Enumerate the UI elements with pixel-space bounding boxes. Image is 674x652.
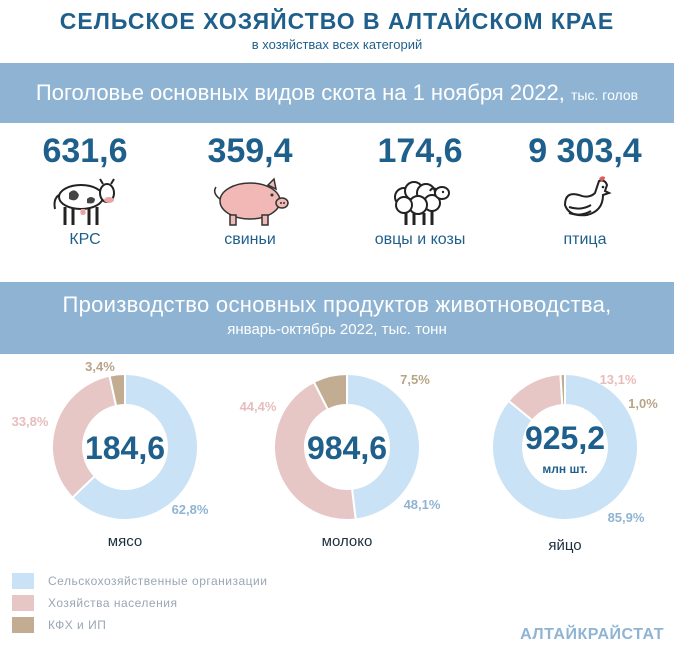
slice-value-label: 3,4% [85, 359, 115, 374]
slice-value-label: 33,8% [12, 414, 49, 429]
donut-category-label: молоко [322, 533, 373, 550]
slice-value-label: 62,8% [172, 502, 209, 517]
stat-value: 359,4 [207, 132, 293, 170]
donut-category-label: яйцо [548, 537, 581, 554]
donut-total: 184,6 [85, 430, 165, 466]
stat-label: свиньи [224, 231, 276, 248]
stat-pigs: 359,4 свиньи [190, 132, 310, 249]
stat-label: птица [563, 231, 607, 248]
stat-value: 9 303,4 [528, 132, 642, 170]
page-title: СЕЛЬСКОЕ ХОЗЯЙСТВО В АЛТАЙСКОМ КРАЕ [59, 8, 615, 34]
slice-value-label: 7,5% [400, 372, 430, 387]
slice-value-label: 13,1% [600, 372, 637, 387]
donut-category-label: мясо [108, 533, 142, 550]
donut-total: 984,6 [307, 430, 387, 466]
page-subtitle: в хозяйствах всех категорий [251, 37, 423, 52]
stat-poultry: 9 303,4 птица [510, 132, 660, 249]
donut-slice [312, 372, 348, 411]
legend-item-households: Хозяйства населения [12, 592, 267, 614]
legend-item-agri: Сельскохозяйственные организации [12, 570, 267, 592]
donut-total: 925,2 [525, 420, 605, 456]
legend: Сельскохозяйственные организации Хозяйст… [12, 570, 267, 636]
slice-value-label: 48,1% [404, 497, 441, 512]
sheep-icon [394, 181, 450, 225]
livestock-heading: Поголовье основных видов скота на 1 нояб… [35, 80, 565, 105]
legend-item-farms: КФХ и ИП [12, 614, 267, 636]
slice-value-label: 44,4% [240, 399, 277, 414]
donut-slice [51, 374, 118, 500]
donut-slice [491, 372, 639, 521]
production-subheading: январь-октябрь 2022, тыс. тонн [227, 321, 447, 338]
legend-label: Сельскохозяйственные организации [48, 574, 268, 588]
brand-logo-text: АЛТАЙКРАЙСТАТ [520, 626, 664, 643]
donut-charts: 62,8% 33,8% 3,4% 184,6 мясо 48,1% 44,4% 7,5% 984… [12, 359, 659, 554]
stat-value: 631,6 [42, 132, 128, 170]
slice-value-label: 85,9% [608, 510, 645, 525]
pig-icon [213, 177, 289, 226]
donut-slice [108, 372, 126, 408]
stat-cattle: 631,6 КРС [20, 132, 150, 249]
donut-slice [346, 372, 421, 521]
stat-label: КРС [69, 231, 101, 248]
slice-value-label: 1,0% [628, 396, 658, 411]
hen-icon [563, 176, 612, 217]
production-heading-band: Производство основных продуктов животнов… [0, 282, 674, 354]
stat-sheep: 174,6 овцы и козы [355, 132, 485, 249]
donut-slice [71, 372, 199, 521]
legend-swatch [12, 573, 34, 589]
stat-value: 174,6 [377, 132, 463, 170]
legend-swatch [12, 617, 34, 633]
donut-slice [559, 372, 566, 407]
livestock-heading-band: Поголовье основных видов скота на 1 нояб… [0, 63, 674, 123]
donut-unit: млн шт. [542, 462, 587, 476]
cow-icon [53, 178, 115, 225]
legend-label: Хозяйства населения [48, 596, 178, 610]
production-heading: Производство основных продуктов животнов… [62, 292, 612, 317]
stat-label: овцы и козы [374, 231, 466, 248]
donut-slice [273, 380, 357, 521]
legend-label: КФХ и ИП [48, 618, 107, 632]
legend-swatch [12, 595, 34, 611]
livestock-unit: тыс. голов [571, 87, 639, 103]
